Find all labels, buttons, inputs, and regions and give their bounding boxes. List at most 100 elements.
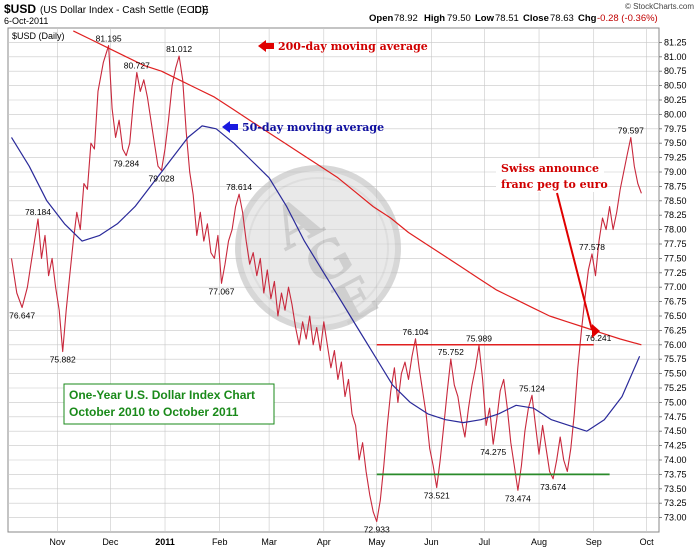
swiss-annotation: Swiss announce franc peg to euro [496,158,608,338]
y-tick-label: 81.00 [664,52,687,62]
data-label: 73.474 [505,493,531,503]
y-tick-label: 73.00 [664,513,687,523]
data-label: 72.933 [364,525,390,535]
x-tick-label: Apr [317,537,331,547]
open-value: 78.92 [394,13,418,24]
data-label: 76.647 [9,311,35,321]
y-tick-label: 79.00 [664,167,687,177]
high-label: High [424,13,445,24]
y-tick-label: 80.00 [664,109,687,119]
y-tick-label: 73.50 [664,484,687,494]
y-tick-label: 77.75 [664,239,687,249]
swiss-line-1: Swiss announce [501,162,599,175]
y-tick-label: 79.75 [664,124,687,134]
low-value: 78.51 [495,13,519,24]
y-axis: 73.00 73.25 73.50 73.75 74.00 74.25 74.50 74.75… [659,37,687,523]
ma200-series-line [73,30,642,346]
y-tick-label: 80.25 [664,95,687,105]
x-tick-label: May [368,537,386,547]
y-tick-label: 75.25 [664,383,687,393]
series-label: $USD (Daily) [12,31,65,41]
x-tick-label: Feb [212,537,228,547]
y-tick-label: 78.50 [664,196,687,206]
y-tick-label: 74.75 [664,412,687,422]
y-tick-label: 73.75 [664,469,687,479]
data-label: 77.578 [579,242,605,252]
data-label: 75.124 [519,383,545,393]
symbol-description: (US Dollar Index - Cash Settle (EOD)) [40,5,208,16]
y-tick-label: 80.75 [664,66,687,76]
data-label: 81.012 [166,44,192,54]
y-tick-label: 79.25 [664,153,687,163]
swiss-line-2: franc peg to euro [501,178,608,191]
title-box-line-1: One-Year U.S. Dollar Index Chart [69,388,255,402]
y-tick-label: 76.25 [664,325,687,335]
y-tick-label: 76.00 [664,340,687,350]
data-label: 76.104 [403,327,429,337]
series-layer [10,30,642,523]
data-label: 75.989 [466,333,492,343]
ma50-annotation: 50-day moving average [222,121,384,134]
title-box-frame [63,383,275,425]
ma200-label: 200-day moving average [278,40,428,53]
ma200-annotation: 200-day moving average [258,40,428,53]
data-label: 77.067 [209,286,235,296]
y-tick-label: 80.50 [664,81,687,91]
x-tick-label: Aug [531,537,547,547]
y-tick-label: 78.75 [664,181,687,191]
data-label: 79.597 [618,126,644,136]
y-tick-label: 76.50 [664,311,687,321]
y-tick-label: 79.50 [664,138,687,148]
data-label: 76.241 [585,333,611,343]
swiss-pointer-line [556,192,593,331]
data-label: 79.284 [113,159,139,169]
data-label: 81.195 [96,34,122,44]
data-label: 80.727 [124,61,150,71]
symbol: $USD [4,2,36,16]
high-value: 79.50 [447,13,471,24]
y-tick-label: 74.25 [664,441,687,451]
close-label: Close [523,13,549,24]
x-tick-label: Dec [102,537,119,547]
x-tick-label: Sep [586,537,602,547]
x-tick-label: Oct [640,537,655,547]
open-label: Open [369,13,393,24]
y-tick-label: 78.00 [664,225,687,235]
x-tick-label: 2011 [155,537,175,547]
data-label: 79.028 [149,173,175,183]
exchange: ICE [192,5,209,16]
chart-date: 6-Oct-2011 [4,16,48,26]
data-label: 78.614 [226,182,252,192]
data-label: 73.521 [424,491,450,501]
x-axis: Nov Dec 2011 Feb Mar Apr May Jun Jul Aug Sep Oct [49,537,654,547]
data-label: 75.752 [438,347,464,357]
ma50-arrow-icon [222,121,238,133]
y-tick-label: 75.50 [664,369,687,379]
data-label: 73.674 [540,482,566,492]
y-tick-label: 73.25 [664,498,687,508]
x-tick-label: Jun [424,537,439,547]
x-tick-label: Mar [261,537,277,547]
chg-label: Chg [578,13,597,24]
data-label: 78.184 [25,207,51,217]
x-tick-label: Nov [49,537,66,547]
close-value: 78.63 [550,13,574,24]
swiss-box [496,158,604,192]
y-tick-label: 76.75 [664,297,687,307]
trend-lines [376,344,610,476]
y-tick-label: 77.00 [664,282,687,292]
y-tick-label: 77.25 [664,268,687,278]
data-labels: 78.184 76.647 75.882 81.195 79.284 80.727 79.0… [9,34,644,535]
chg-value: -0.28 (-0.36%) [597,13,658,24]
x-tick-label: Jul [479,537,491,547]
age-coin-watermark: A G E [235,165,401,337]
price-series-line [10,45,642,523]
ma50-series-line [10,125,641,432]
data-label: 74.275 [480,447,506,457]
title-box: One-Year U.S. Dollar Index Chart October… [63,383,275,425]
credit: © StockCharts.com [625,2,694,11]
title-box-line-2: October 2010 to October 2011 [69,405,239,419]
y-tick-label: 77.50 [664,253,687,263]
ma200-arrow-icon [258,40,274,52]
